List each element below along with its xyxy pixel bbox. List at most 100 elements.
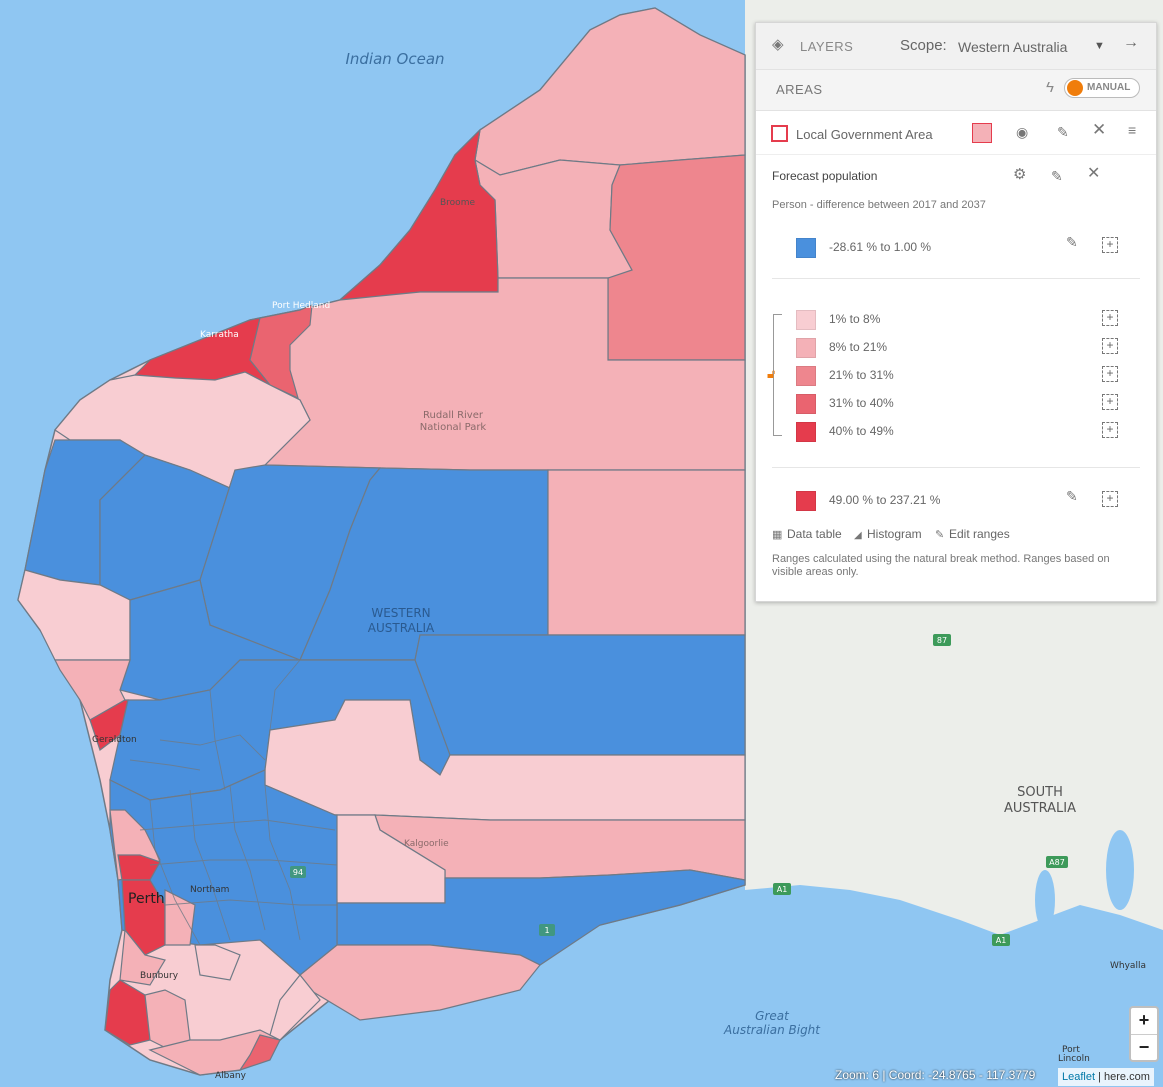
- eye-icon[interactable]: ◉: [1016, 124, 1029, 140]
- road-a1-a: A1: [777, 885, 788, 894]
- label-geraldton: Geraldton: [92, 735, 137, 745]
- data-table-link[interactable]: Data table: [787, 527, 842, 541]
- table-icon: ▦: [772, 529, 783, 541]
- region-denmark[interactable]: [238, 1034, 281, 1072]
- menu-icon[interactable]: ≡: [1128, 122, 1137, 138]
- chevron-down-icon[interactable]: ▼: [1094, 40, 1105, 52]
- toggle-knob: [1067, 80, 1083, 96]
- region-mandurah[interactable]: [119, 928, 166, 986]
- region-halls-creek[interactable]: [607, 154, 746, 361]
- layer-checkbox[interactable]: [771, 125, 788, 142]
- areas-label: AREAS: [776, 82, 823, 97]
- metric-title: Forecast population: [772, 169, 878, 183]
- label-kalgoorlie: Kalgoorlie: [404, 839, 449, 849]
- low-range-edit-icon[interactable]: ✎: [1066, 234, 1078, 250]
- region-albany[interactable]: [269, 974, 321, 1041]
- footnote: Ranges calculated using the natural brea…: [772, 553, 1110, 578]
- lake-eyre: [1106, 830, 1134, 910]
- region-ngaanyatjarraku[interactable]: [547, 469, 746, 636]
- range-3-label: 21% to 31%: [829, 368, 894, 382]
- road-a87: A87: [1049, 858, 1065, 867]
- label-australian-bight: Australian Bight: [723, 1023, 821, 1037]
- road-94-shield: [290, 866, 306, 878]
- range-3-add-icon[interactable]: +: [1102, 366, 1118, 382]
- range-2-label: 8% to 21%: [829, 340, 888, 354]
- label-wa2: AUSTRALIA: [368, 621, 435, 635]
- scope-select[interactable]: Western Australia: [958, 39, 1068, 55]
- range-2-swatch: [796, 338, 816, 358]
- road-1-shield: [539, 924, 555, 936]
- label-bunbury: Bunbury: [140, 971, 179, 981]
- region-halls-creek-west[interactable]: [474, 158, 633, 279]
- range-3-swatch: [796, 366, 816, 386]
- range-1-add-icon[interactable]: +: [1102, 310, 1118, 326]
- high-range-swatch: [796, 491, 816, 511]
- zoom-coord-readout: Zoom: 6 | Coord: -24.8765 - 117.3779: [835, 1068, 1036, 1082]
- label-sa2: AUSTRALIA: [1004, 801, 1076, 816]
- range-bracket: [773, 314, 782, 436]
- high-range-add-icon[interactable]: +: [1102, 491, 1118, 507]
- manual-toggle[interactable]: MANUAL: [1064, 78, 1140, 98]
- layers-icon[interactable]: ◈: [772, 36, 784, 53]
- zoom-out-button[interactable]: −: [1138, 1037, 1150, 1057]
- range-2-add-icon[interactable]: +: [1102, 338, 1118, 354]
- range-5-add-icon[interactable]: +: [1102, 422, 1118, 438]
- label-great: Great: [755, 1009, 790, 1023]
- leaflet-link[interactable]: Leaflet: [1062, 1071, 1096, 1083]
- close-icon[interactable]: ✕: [1092, 120, 1107, 139]
- lock-icon[interactable]: 🔓︎: [767, 366, 776, 381]
- high-range-edit-icon[interactable]: ✎: [1066, 488, 1078, 504]
- edit-ranges-link[interactable]: Edit ranges: [949, 527, 1010, 541]
- road-a1-shield-a: [773, 883, 791, 895]
- layers-label: LAYERS: [800, 39, 854, 54]
- range-1-label: 1% to 8%: [829, 312, 881, 326]
- low-range-add-icon[interactable]: +: [1102, 237, 1118, 253]
- zoom-in-button[interactable]: +: [1131, 1008, 1157, 1035]
- road-94: 94: [293, 868, 303, 877]
- road-87-shield: [933, 634, 951, 646]
- low-range-label: -28.61 % to 1.00 %: [829, 240, 932, 254]
- areas-bar: AREAS ϟ MANUAL: [756, 70, 1156, 111]
- range-5-label: 40% to 49%: [829, 424, 894, 438]
- region-boddington[interactable]: [194, 944, 241, 981]
- label-port: Port: [1062, 1045, 1080, 1055]
- histogram-link[interactable]: Histogram: [867, 527, 922, 541]
- arrow-right-icon[interactable]: →: [1123, 34, 1139, 51]
- road-1: 1: [544, 926, 549, 935]
- region-wanneroo[interactable]: [117, 854, 161, 881]
- metric-edit-icon[interactable]: ✎: [1051, 168, 1063, 184]
- label-broome: Broome: [440, 198, 475, 208]
- region-armadale[interactable]: [164, 889, 196, 946]
- road-a87-shield: [1046, 856, 1068, 868]
- lake-torrens: [1035, 870, 1055, 930]
- label-perth: Perth: [128, 891, 165, 907]
- range-1-swatch: [796, 310, 816, 330]
- road-a1-b: A1: [996, 936, 1007, 945]
- scope-label: Scope:: [900, 37, 947, 54]
- label-albany: Albany: [215, 1071, 247, 1081]
- pencil-icon[interactable]: ✎: [1057, 124, 1069, 140]
- lightning-icon[interactable]: ϟ: [1046, 79, 1054, 96]
- label-indian-ocean: Indian Ocean: [345, 50, 444, 68]
- label-lincoln: Lincoln: [1058, 1054, 1090, 1064]
- low-range-swatch: [796, 238, 816, 258]
- metric-close-icon[interactable]: ✕: [1087, 165, 1101, 182]
- label-rudall-np: National Park: [420, 422, 487, 433]
- metric-section: Forecast population ⚙ ✎ ✕ Person - diffe…: [756, 155, 1156, 601]
- divider-2: [772, 467, 1140, 468]
- edit-ranges-icon: ✎: [935, 529, 945, 541]
- road-a1-shield-b: [992, 934, 1010, 946]
- gear-icon[interactable]: ⚙: [1013, 166, 1027, 183]
- label-karratha: Karratha: [200, 330, 239, 340]
- region-nannup[interactable]: [144, 989, 191, 1051]
- range-4-add-icon[interactable]: +: [1102, 394, 1118, 410]
- label-rudall-river: Rudall River: [423, 410, 484, 421]
- map-thumbnail-icon[interactable]: [972, 123, 992, 143]
- range-4-swatch: [796, 394, 816, 414]
- lga-borders: [129, 659, 338, 946]
- high-range-label: 49.00 % to 237.21 %: [829, 493, 941, 507]
- layer-row: Local Government Area ◉ ✎ ✕ ≡: [756, 111, 1156, 155]
- region-port-hedland[interactable]: [249, 304, 313, 400]
- here-link[interactable]: here.com: [1104, 1071, 1150, 1083]
- label-wa: WESTERN: [371, 606, 430, 620]
